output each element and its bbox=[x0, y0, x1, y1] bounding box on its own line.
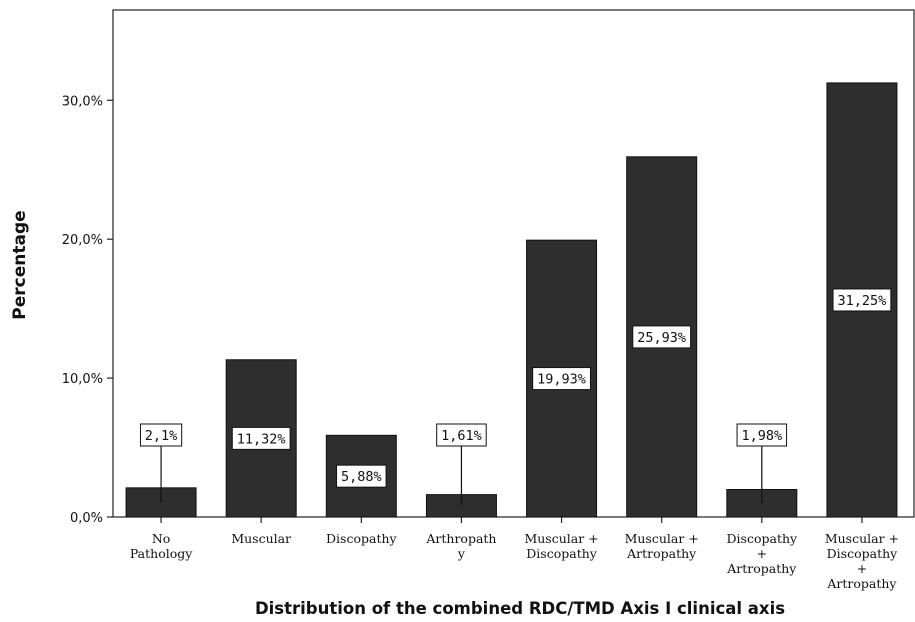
data-label-box bbox=[632, 325, 692, 349]
y-tick-label: 0,0% bbox=[70, 511, 103, 526]
bars bbox=[125, 82, 898, 518]
y-axis: 0,0% 10,0% 20,0% 30,0% bbox=[62, 94, 113, 526]
x-tick-label: No Pathology bbox=[130, 531, 193, 561]
y-axis-title: Percentage bbox=[10, 210, 30, 319]
data-label: 25,93% bbox=[637, 330, 686, 346]
x-axis-title: Distribution of the combined RDC/TMD Axi… bbox=[255, 599, 785, 618]
x-tick-label: Discopathy bbox=[326, 531, 397, 546]
data-label: 19,93% bbox=[537, 372, 586, 388]
data-label-callouts: 2,1% 11,32% 5,88% 1,61% 19,93% 25,93% 1,98% 31,… bbox=[139, 288, 892, 506]
data-label-box bbox=[436, 423, 487, 447]
data-label: 31,25% bbox=[838, 293, 887, 309]
data-label-box bbox=[231, 426, 291, 450]
data-label: 11,32% bbox=[237, 431, 286, 447]
y-tick-label: 10,0% bbox=[62, 372, 103, 387]
data-label: 1,61% bbox=[441, 428, 482, 444]
data-label: 5,88% bbox=[341, 469, 382, 485]
x-axis: No Pathology Muscular Discopathy Arthropath y… bbox=[130, 517, 899, 591]
x-tick-label: Muscular bbox=[231, 531, 291, 546]
plot-frame bbox=[112, 9, 915, 518]
x-tick-label: Muscular + Artropathy bbox=[625, 531, 699, 561]
x-tick-label: Muscular + Discopathy bbox=[524, 531, 598, 561]
data-label-box bbox=[832, 288, 892, 312]
y-tick-label: 30,0% bbox=[62, 94, 103, 109]
x-tick-label: Discopathy + Artropathy bbox=[726, 531, 798, 576]
x-tick-label: Arthropath y bbox=[425, 531, 496, 561]
data-label: 2,1% bbox=[145, 428, 178, 444]
y-tick-label: 20,0% bbox=[62, 233, 103, 248]
data-label-box bbox=[139, 423, 183, 447]
data-label: 1,98% bbox=[741, 428, 782, 444]
data-label-box bbox=[336, 464, 387, 488]
data-label-box bbox=[532, 367, 591, 391]
plot-border bbox=[112, 9, 915, 518]
x-tick-label: Muscular + Discopathy + Artropathy bbox=[825, 531, 899, 591]
data-label-box bbox=[736, 423, 788, 447]
